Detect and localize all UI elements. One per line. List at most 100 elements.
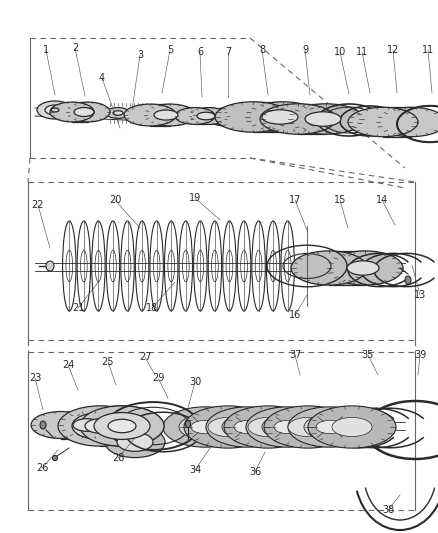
Ellipse shape bbox=[179, 415, 231, 440]
Text: 17: 17 bbox=[289, 195, 301, 205]
Text: 20: 20 bbox=[109, 195, 121, 205]
Ellipse shape bbox=[186, 421, 191, 427]
Ellipse shape bbox=[143, 110, 157, 116]
Ellipse shape bbox=[73, 419, 101, 431]
Ellipse shape bbox=[50, 102, 94, 122]
Ellipse shape bbox=[288, 417, 328, 437]
Text: 11: 11 bbox=[356, 47, 368, 57]
Ellipse shape bbox=[405, 276, 411, 284]
Ellipse shape bbox=[316, 421, 344, 434]
Ellipse shape bbox=[348, 107, 418, 136]
Text: 21: 21 bbox=[72, 303, 84, 313]
Text: 27: 27 bbox=[139, 352, 151, 362]
Ellipse shape bbox=[80, 406, 164, 446]
Text: 35: 35 bbox=[362, 350, 374, 360]
Ellipse shape bbox=[85, 419, 115, 433]
Text: 34: 34 bbox=[189, 465, 201, 475]
Text: 22: 22 bbox=[32, 200, 44, 210]
Ellipse shape bbox=[113, 111, 123, 115]
Ellipse shape bbox=[46, 261, 54, 271]
Text: 26: 26 bbox=[36, 463, 48, 473]
Ellipse shape bbox=[215, 102, 291, 132]
Ellipse shape bbox=[58, 406, 142, 446]
Text: 23: 23 bbox=[29, 373, 41, 383]
Text: 5: 5 bbox=[167, 45, 173, 55]
Ellipse shape bbox=[234, 421, 262, 434]
Ellipse shape bbox=[291, 251, 367, 285]
Polygon shape bbox=[329, 251, 365, 285]
Ellipse shape bbox=[31, 411, 91, 439]
Text: 6: 6 bbox=[197, 47, 203, 57]
Ellipse shape bbox=[175, 108, 215, 124]
Ellipse shape bbox=[106, 108, 130, 118]
Text: 3: 3 bbox=[137, 50, 143, 60]
Ellipse shape bbox=[74, 108, 94, 117]
Ellipse shape bbox=[45, 105, 65, 115]
Text: 13: 13 bbox=[414, 290, 426, 300]
Text: 25: 25 bbox=[102, 357, 114, 367]
Ellipse shape bbox=[248, 417, 288, 437]
Polygon shape bbox=[298, 104, 326, 134]
Ellipse shape bbox=[222, 415, 274, 440]
Text: 28: 28 bbox=[112, 453, 124, 463]
Ellipse shape bbox=[305, 112, 341, 126]
Ellipse shape bbox=[103, 110, 117, 116]
Text: 15: 15 bbox=[334, 195, 346, 205]
Polygon shape bbox=[110, 110, 150, 116]
Text: 8: 8 bbox=[259, 45, 265, 55]
Text: 38: 38 bbox=[382, 505, 394, 515]
Polygon shape bbox=[383, 107, 411, 136]
Text: 14: 14 bbox=[376, 195, 388, 205]
Polygon shape bbox=[100, 406, 122, 446]
Text: 39: 39 bbox=[414, 350, 426, 360]
Text: 37: 37 bbox=[289, 350, 301, 360]
Ellipse shape bbox=[376, 107, 438, 136]
Ellipse shape bbox=[105, 426, 165, 458]
Polygon shape bbox=[253, 102, 283, 132]
Text: 9: 9 bbox=[302, 45, 308, 55]
Text: 12: 12 bbox=[387, 45, 399, 55]
Ellipse shape bbox=[246, 407, 330, 447]
Ellipse shape bbox=[40, 421, 46, 429]
Text: 11: 11 bbox=[422, 45, 434, 55]
Ellipse shape bbox=[304, 415, 356, 440]
Text: 10: 10 bbox=[334, 47, 346, 57]
Text: 29: 29 bbox=[152, 373, 164, 383]
Ellipse shape bbox=[51, 108, 59, 112]
Text: 18: 18 bbox=[146, 303, 158, 313]
Text: 1: 1 bbox=[43, 45, 49, 55]
Ellipse shape bbox=[53, 456, 57, 461]
Ellipse shape bbox=[154, 110, 178, 120]
Ellipse shape bbox=[80, 406, 164, 446]
Polygon shape bbox=[195, 108, 209, 124]
Text: 24: 24 bbox=[62, 360, 74, 370]
Ellipse shape bbox=[347, 261, 379, 275]
Ellipse shape bbox=[197, 112, 215, 120]
Text: 4: 4 bbox=[99, 73, 105, 83]
Ellipse shape bbox=[274, 421, 302, 434]
Ellipse shape bbox=[332, 417, 372, 437]
Ellipse shape bbox=[184, 406, 272, 448]
Ellipse shape bbox=[206, 407, 290, 447]
Ellipse shape bbox=[117, 433, 153, 451]
Polygon shape bbox=[61, 411, 89, 439]
Text: 7: 7 bbox=[225, 47, 231, 57]
Ellipse shape bbox=[260, 104, 336, 134]
Ellipse shape bbox=[288, 104, 364, 134]
Text: 36: 36 bbox=[249, 467, 261, 477]
Ellipse shape bbox=[37, 101, 73, 119]
Ellipse shape bbox=[108, 419, 136, 433]
Ellipse shape bbox=[191, 421, 219, 434]
Ellipse shape bbox=[66, 102, 110, 122]
Ellipse shape bbox=[264, 406, 352, 448]
Text: 16: 16 bbox=[289, 310, 301, 320]
Text: 19: 19 bbox=[189, 193, 201, 203]
Ellipse shape bbox=[245, 102, 321, 132]
Ellipse shape bbox=[144, 104, 196, 126]
Polygon shape bbox=[150, 104, 170, 126]
Ellipse shape bbox=[308, 406, 396, 448]
Ellipse shape bbox=[262, 110, 298, 124]
Ellipse shape bbox=[72, 413, 128, 439]
Ellipse shape bbox=[208, 417, 248, 437]
Ellipse shape bbox=[224, 406, 312, 448]
